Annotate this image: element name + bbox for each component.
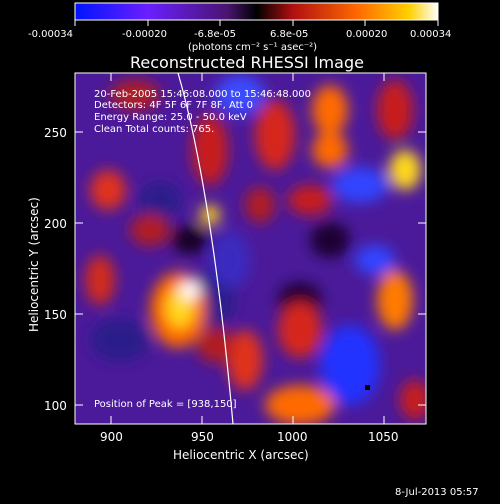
colorbar <box>74 2 439 21</box>
colorbar-tick-label: -0.00020 <box>122 29 167 40</box>
x-axis-ticks <box>110 73 385 424</box>
plot-title: Reconstructed RHESSI Image <box>130 53 364 72</box>
colorbar-tick-label: 6.8e-05 <box>270 29 308 40</box>
x-tick-label: 950 <box>191 430 214 444</box>
colorbar-tick-label: -0.00034 <box>28 29 73 40</box>
rhessi-image: 20-Feb-2005 15:46:08.000 to 15:46:48.000… <box>75 73 426 424</box>
colorbar-tick-label: 0.00034 <box>410 29 451 40</box>
y-tick-label: 200 <box>44 217 67 231</box>
y-tick-label: 250 <box>44 126 67 140</box>
colorbar-units-label: (photons cm⁻² s⁻¹ asec⁻²) <box>188 42 317 53</box>
plot-frame <box>74 72 427 425</box>
y-tick-label: 150 <box>44 308 67 322</box>
peak-position-label: Position of Peak = [938,150] <box>94 399 237 410</box>
info-line: 20-Feb-2005 15:46:08.000 to 15:46:48.000 <box>94 89 311 100</box>
y-axis-label: Heliocentric Y (arcsec) <box>27 197 41 332</box>
y-tick-label: 100 <box>44 399 67 413</box>
footer-date: 8-Jul-2013 05:57 <box>395 487 479 498</box>
info-line: Energy Range: 25.0 - 50.0 keV <box>94 112 247 123</box>
solar-limb-arc <box>177 73 234 424</box>
x-axis-label: Heliocentric X (arcsec) <box>173 448 309 462</box>
x-tick-label: 900 <box>100 430 123 444</box>
colorbar-tick-label: -6.8e-05 <box>194 29 236 40</box>
info-line: Detectors: 4F 5F 6F 7F 8F, Att 0 <box>94 100 253 111</box>
colorbar-ticks <box>74 20 439 26</box>
colorbar-tick-label: 0.00020 <box>346 29 387 40</box>
x-tick-label: 1050 <box>368 430 399 444</box>
x-tick-label: 1000 <box>277 430 308 444</box>
peak-marker <box>365 385 370 390</box>
y-axis-ticks <box>75 131 426 406</box>
info-line: Clean Total counts: 765. <box>94 124 214 135</box>
